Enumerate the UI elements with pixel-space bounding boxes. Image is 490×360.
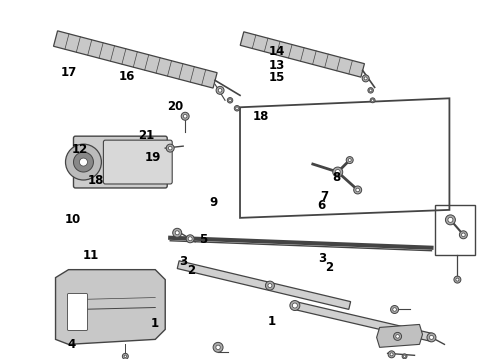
Circle shape <box>172 228 182 237</box>
Circle shape <box>293 303 297 308</box>
Text: 18: 18 <box>253 110 270 123</box>
Circle shape <box>333 167 343 177</box>
Circle shape <box>234 105 240 111</box>
Circle shape <box>183 114 187 118</box>
Text: 16: 16 <box>119 69 135 82</box>
Polygon shape <box>177 261 351 309</box>
Circle shape <box>124 355 126 357</box>
Circle shape <box>390 353 393 356</box>
Circle shape <box>427 333 436 342</box>
Text: 2: 2 <box>325 261 334 274</box>
Circle shape <box>393 308 396 311</box>
Text: 3: 3 <box>179 255 187 268</box>
Circle shape <box>454 276 461 283</box>
Circle shape <box>229 99 231 102</box>
Circle shape <box>364 77 367 80</box>
Circle shape <box>448 217 453 222</box>
Circle shape <box>348 159 351 162</box>
Circle shape <box>166 144 174 152</box>
Polygon shape <box>294 302 432 341</box>
Circle shape <box>175 231 179 235</box>
Text: 10: 10 <box>65 213 81 226</box>
Circle shape <box>356 188 360 192</box>
Circle shape <box>213 342 223 352</box>
Circle shape <box>268 284 272 288</box>
Circle shape <box>346 157 353 163</box>
Text: 19: 19 <box>145 151 161 164</box>
Circle shape <box>396 334 399 338</box>
Text: 6: 6 <box>318 199 326 212</box>
Circle shape <box>74 152 94 172</box>
Circle shape <box>388 351 395 358</box>
Circle shape <box>371 99 374 102</box>
Circle shape <box>335 170 340 175</box>
Polygon shape <box>55 270 165 345</box>
Text: 3: 3 <box>318 252 326 265</box>
Circle shape <box>169 146 172 150</box>
Circle shape <box>368 87 373 93</box>
Circle shape <box>181 112 189 120</box>
Text: 4: 4 <box>68 338 75 351</box>
Polygon shape <box>240 32 365 77</box>
Circle shape <box>462 233 465 237</box>
Text: 20: 20 <box>168 100 184 113</box>
Text: 13: 13 <box>269 59 285 72</box>
Circle shape <box>66 144 101 180</box>
Text: 18: 18 <box>87 174 104 187</box>
Circle shape <box>218 89 222 92</box>
Circle shape <box>227 98 233 103</box>
Text: 15: 15 <box>269 71 285 84</box>
Circle shape <box>266 281 274 290</box>
Circle shape <box>456 278 459 281</box>
Text: 5: 5 <box>199 233 208 246</box>
Circle shape <box>216 345 220 350</box>
Circle shape <box>216 86 224 94</box>
Circle shape <box>79 158 87 166</box>
Circle shape <box>290 301 300 310</box>
FancyBboxPatch shape <box>103 140 172 184</box>
Text: 21: 21 <box>138 129 154 142</box>
Text: 1: 1 <box>268 315 276 328</box>
Text: 8: 8 <box>333 171 341 184</box>
Text: 9: 9 <box>209 196 218 209</box>
Circle shape <box>188 237 192 241</box>
Text: 12: 12 <box>72 143 88 156</box>
Circle shape <box>403 355 406 357</box>
Circle shape <box>445 215 455 225</box>
FancyBboxPatch shape <box>74 136 167 188</box>
Circle shape <box>369 89 372 91</box>
Circle shape <box>362 75 369 82</box>
Polygon shape <box>377 324 422 347</box>
Circle shape <box>122 353 128 359</box>
Text: 11: 11 <box>83 249 99 262</box>
Circle shape <box>370 98 375 103</box>
Circle shape <box>402 354 407 359</box>
Text: 17: 17 <box>61 66 77 79</box>
Circle shape <box>460 231 467 239</box>
Text: 14: 14 <box>269 45 285 58</box>
Polygon shape <box>53 31 217 88</box>
Circle shape <box>354 186 362 194</box>
Circle shape <box>391 306 398 314</box>
Circle shape <box>236 107 238 109</box>
Circle shape <box>186 235 194 243</box>
Text: 2: 2 <box>187 264 196 277</box>
Text: 1: 1 <box>150 317 159 330</box>
Text: 7: 7 <box>320 190 329 203</box>
Circle shape <box>393 332 401 340</box>
FancyBboxPatch shape <box>68 293 87 330</box>
Circle shape <box>429 336 434 339</box>
